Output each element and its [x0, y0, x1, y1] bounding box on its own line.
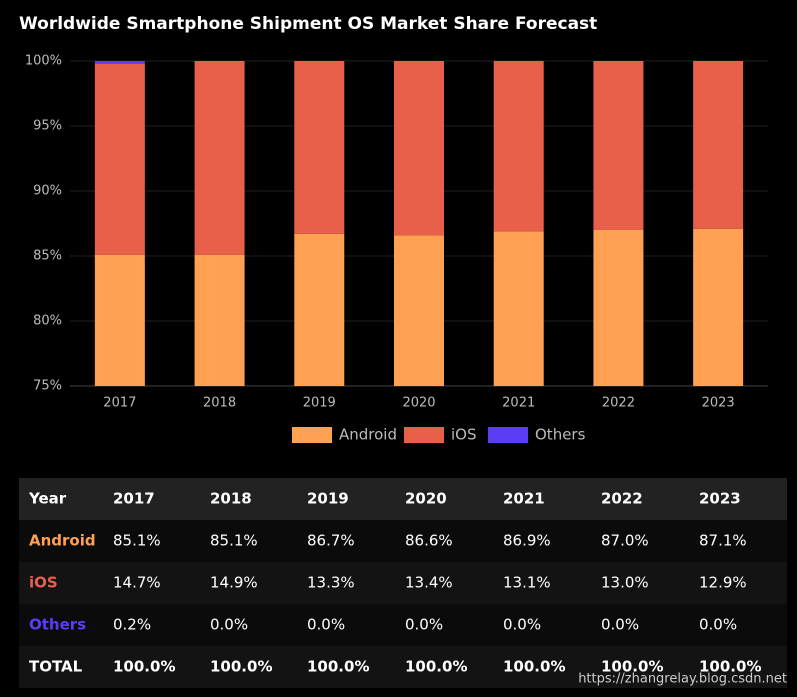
table-row-label: TOTAL [29, 658, 83, 676]
table-cell: 13.1% [503, 574, 551, 592]
table-header-cell: 2019 [307, 490, 349, 508]
table-cell: 0.0% [503, 616, 541, 634]
watermark: https://zhangrelay.blog.csdn.net [578, 672, 787, 687]
x-tick-label: 2017 [103, 396, 136, 411]
x-tick-label: 2023 [702, 396, 735, 411]
y-tick-label: 95% [33, 119, 62, 134]
legend-label: Android [339, 426, 397, 444]
legend-label: Others [535, 426, 586, 444]
bar-segment [194, 254, 245, 386]
bar-segment [94, 61, 145, 64]
table-cell: 0.0% [699, 616, 737, 634]
table-header-cell: 2017 [113, 490, 155, 508]
table-cell: 0.0% [601, 616, 639, 634]
table-cell: 86.6% [405, 532, 453, 550]
table-cell: 13.0% [601, 574, 649, 592]
x-tick-label: 2021 [502, 396, 535, 411]
table-cell: 87.0% [601, 532, 649, 550]
table-row-label: iOS [29, 574, 58, 592]
table-cell: 0.0% [405, 616, 443, 634]
bar-segment [493, 231, 544, 386]
bar-segment [493, 61, 544, 232]
table-cell: 100.0% [503, 658, 565, 676]
chart-title: Worldwide Smartphone Shipment OS Market … [19, 14, 597, 34]
y-tick-label: 75% [33, 379, 62, 394]
bar-segment [693, 228, 744, 386]
table-cell: 13.4% [405, 574, 453, 592]
table-row-bg [19, 604, 787, 646]
table-cell: 100.0% [699, 658, 761, 676]
table-header-cell: 2018 [210, 490, 252, 508]
table-row-bg [19, 520, 787, 562]
legend-swatch [488, 427, 528, 443]
bar-segment [294, 61, 345, 234]
table-header-cell: 2020 [405, 490, 447, 508]
x-tick-label: 2018 [203, 396, 236, 411]
bar-segment [593, 61, 644, 230]
table-cell: 100.0% [405, 658, 467, 676]
y-tick-label: 100% [25, 54, 62, 69]
table-row-bg [19, 562, 787, 604]
table-cell: 14.9% [210, 574, 258, 592]
table-cell: 100.0% [601, 658, 663, 676]
table-cell: 0.2% [113, 616, 151, 634]
table-cell: 0.0% [307, 616, 345, 634]
table-cell: 100.0% [210, 658, 272, 676]
table-cell: 0.0% [210, 616, 248, 634]
bar-segment [693, 61, 744, 229]
y-tick-label: 90% [33, 184, 62, 199]
legend-swatch [404, 427, 444, 443]
table-header-cell: 2022 [601, 490, 643, 508]
table-cell: 14.7% [113, 574, 161, 592]
table-cell: 86.9% [503, 532, 551, 550]
table-cell: 100.0% [113, 658, 175, 676]
bar-segment [394, 61, 444, 236]
x-tick-label: 2020 [402, 396, 435, 411]
table-cell: 87.1% [699, 532, 747, 550]
table-cell: 13.3% [307, 574, 355, 592]
y-tick-label: 85% [33, 249, 62, 264]
x-tick-label: 2019 [303, 396, 336, 411]
table-cell: 12.9% [699, 574, 747, 592]
table-header-cell: 2021 [503, 490, 545, 508]
bar-segment [94, 254, 145, 386]
bar-segment [294, 233, 345, 386]
table-cell: 86.7% [307, 532, 355, 550]
table-cell: 85.1% [113, 532, 161, 550]
table-header-cell: 2023 [699, 490, 741, 508]
y-tick-label: 80% [33, 314, 62, 329]
bar-segment [593, 230, 644, 386]
table-row-label: Others [29, 616, 86, 634]
bar-segment [94, 63, 145, 255]
table-cell: 85.1% [210, 532, 258, 550]
table-row-label: Android [29, 532, 96, 550]
bar-segment [194, 61, 245, 255]
legend-swatch [292, 427, 332, 443]
legend-label: iOS [451, 426, 477, 444]
table-row-bg [19, 646, 787, 688]
table-header-bg [19, 478, 787, 520]
table-header-cell: Year [28, 490, 67, 508]
bar-segment [394, 235, 444, 386]
table-cell: 100.0% [307, 658, 369, 676]
x-tick-label: 2022 [602, 396, 635, 411]
